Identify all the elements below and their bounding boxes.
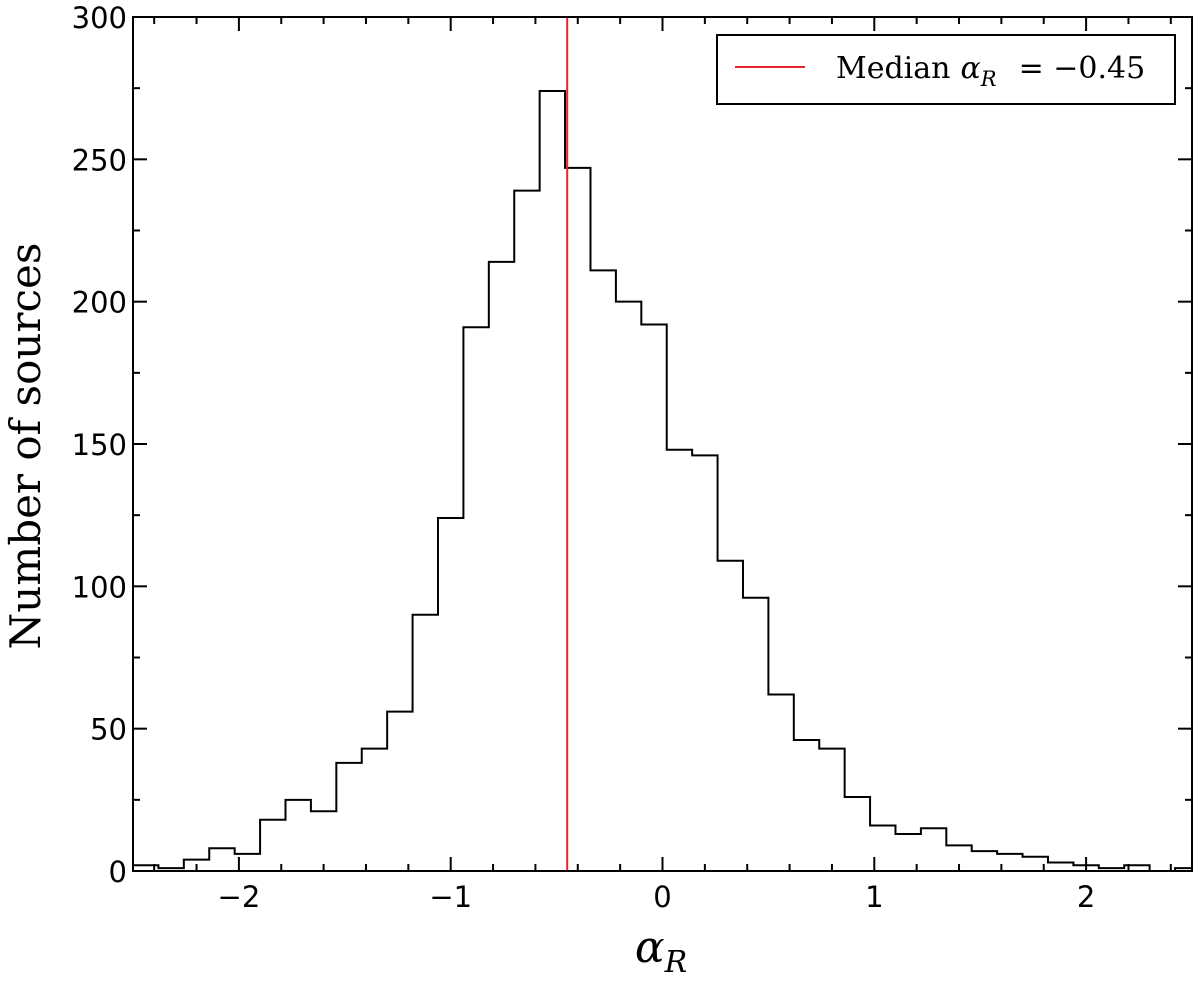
y-tick-label: 250 — [72, 143, 127, 177]
y-tick-label: 300 — [72, 1, 127, 35]
histogram-bar-25 — [768, 695, 793, 871]
legend: Median αR = −0.45 — [716, 34, 1176, 105]
histogram-bar-12 — [438, 518, 463, 871]
histogram-bar-33 — [972, 851, 997, 871]
histogram-bar-26 — [794, 740, 819, 871]
histogram-bar-21 — [667, 450, 692, 871]
x-tick-label: 2 — [1077, 880, 1095, 914]
y-tick-label: 0 — [109, 855, 127, 889]
histogram-bar-20 — [641, 324, 666, 871]
y-tick-label: 200 — [72, 286, 127, 320]
x-tick-label: 1 — [865, 880, 883, 914]
histogram-bar-13 — [463, 327, 488, 871]
histogram-bar-11 — [413, 615, 438, 871]
plot-area: −2 −1 0 1 2 0 50 100 150 200 250 300 — [72, 1, 1193, 914]
legend-box — [716, 34, 1176, 105]
histogram-bar-10 — [387, 712, 412, 871]
histogram-bar-31 — [921, 828, 946, 871]
histogram-bar-36 — [1048, 862, 1073, 871]
histogram-bar-8 — [336, 763, 361, 871]
histogram-bar-22 — [692, 455, 717, 871]
legend-median-symbol: α — [960, 51, 980, 86]
histogram-bar-18 — [590, 270, 615, 871]
legend-median-label: Median αR = −0.45 — [836, 51, 1145, 91]
y-tick-label: 100 — [72, 570, 127, 604]
histogram-bar-23 — [718, 561, 743, 871]
x-axis-label: αR — [635, 922, 687, 980]
x-axis-label-symbol: α — [635, 922, 665, 973]
histogram-bar-24 — [743, 598, 768, 871]
x-tick-label: −2 — [218, 880, 261, 914]
y-axis-label: Number of sources — [1, 243, 50, 650]
histogram-bar-9 — [362, 749, 387, 871]
histogram-bar-27 — [819, 749, 844, 871]
legend-median-text: Median — [836, 51, 950, 86]
histogram-bar-7 — [311, 811, 336, 871]
histogram-bar-17 — [565, 168, 590, 871]
legend-median-subscript: R — [980, 67, 997, 91]
histogram-bar-15 — [514, 191, 539, 871]
x-tick-label: 0 — [653, 880, 671, 914]
y-tick-label: 50 — [90, 713, 127, 747]
histogram-bar-6 — [285, 800, 310, 871]
legend-median-value: = −0.45 — [1019, 51, 1146, 86]
histogram-bar-14 — [489, 262, 514, 871]
histogram-bar-3 — [209, 848, 234, 871]
histogram-bar-5 — [260, 820, 285, 871]
histogram-bar-19 — [616, 302, 641, 871]
x-tick-label: −1 — [429, 880, 472, 914]
histogram-outline — [133, 90, 1192, 872]
y-tick-label: 150 — [72, 428, 127, 462]
histogram-bar-28 — [845, 797, 870, 871]
histogram-bar-16 — [540, 91, 565, 871]
x-axis-label-subscript: R — [664, 945, 688, 980]
